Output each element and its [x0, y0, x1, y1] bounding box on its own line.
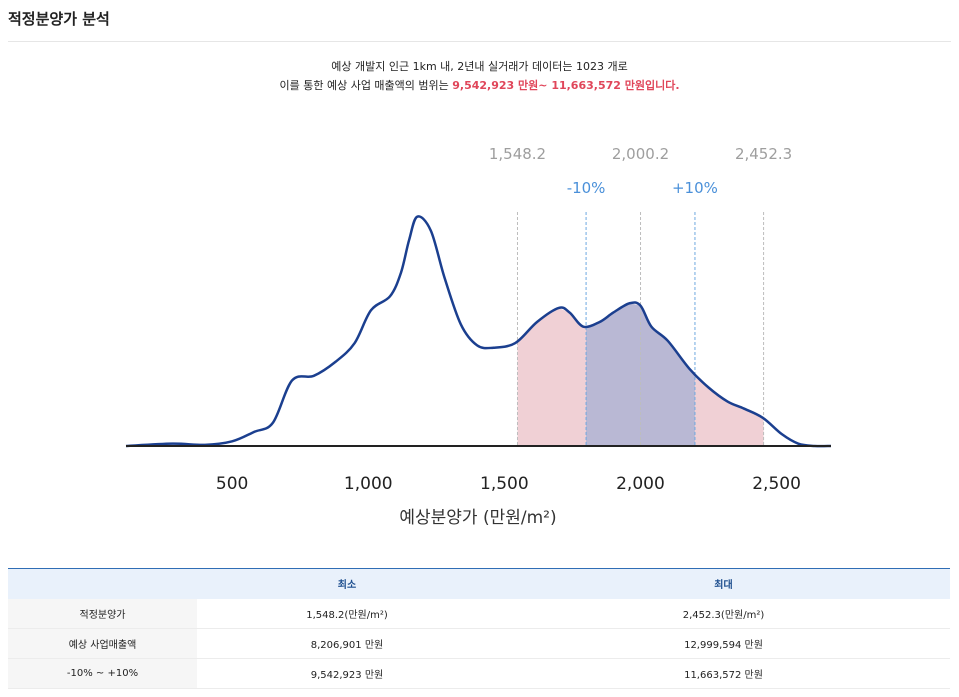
table-row: -10% ~ +10% 9,542,923 만원 11,663,572 만원	[8, 658, 950, 689]
row-min-value: 1,548.2(만원/m²)	[197, 598, 497, 629]
row-label: 예상 사업매출액	[8, 628, 197, 659]
table-row: 적정분양가 1,548.2(만원/m²) 2,452.3(만원/m²)	[8, 598, 950, 629]
row-max-value: 2,452.3(만원/m²)	[497, 598, 950, 629]
table-header-row: 최소 최대	[8, 568, 950, 599]
reference-label: +10%	[672, 179, 718, 197]
table-header-max: 최대	[497, 568, 950, 599]
reference-label: 2,452.3	[735, 145, 792, 163]
table-header-corner	[8, 568, 197, 599]
row-min-value: 8,206,901 만원	[197, 628, 497, 659]
x-tick-label: 1,000	[344, 474, 393, 494]
row-min-value: 9,542,923 만원	[197, 658, 497, 689]
x-axis-label: 예상분양가 (만원/m²)	[399, 508, 556, 528]
reference-label: -10%	[567, 179, 606, 197]
density-curve-line	[125, 215, 832, 448]
section-title: 적정분양가 분석	[8, 10, 110, 28]
title-divider	[8, 41, 951, 42]
row-max-value: 12,999,594 만원	[497, 628, 950, 659]
x-tick-label: 2,000	[616, 474, 665, 494]
x-tick-label: 1,500	[480, 474, 529, 494]
summary-line-2-prefix: 이를 통한 예상 사업 매출액의 범위는	[279, 79, 453, 92]
table-header-min: 최소	[197, 568, 497, 599]
summary-line-1: 예상 개발지 인근 1km 내, 2년내 실거래가 데이터는 1023 개로	[331, 60, 628, 73]
summary-highlight-range: 9,542,923 만원~ 11,663,572 만원입니다.	[452, 79, 680, 92]
row-label: -10% ~ +10%	[8, 658, 197, 689]
reference-label: 2,000.2	[612, 145, 669, 163]
result-table: 최소 최대 적정분양가 1,548.2(만원/m²) 2,452.3(만원/m²…	[8, 568, 950, 689]
summary-line-2: 이를 통한 예상 사업 매출액의 범위는 9,542,923 만원~ 11,66…	[0, 76, 959, 95]
price-distribution-chart: 1,548.2 2,000.2 2,452.3 -10% +10% 500 1,000 1,5…	[125, 145, 832, 528]
row-label: 적정분양가	[8, 598, 197, 629]
table-row: 예상 사업매출액 8,206,901 만원 12,999,594 만원	[8, 628, 950, 659]
row-max-value: 11,663,572 만원	[497, 658, 950, 689]
x-tick-label: 2,500	[752, 474, 801, 494]
reference-label: 1,548.2	[489, 145, 546, 163]
x-tick-label: 500	[216, 474, 248, 494]
